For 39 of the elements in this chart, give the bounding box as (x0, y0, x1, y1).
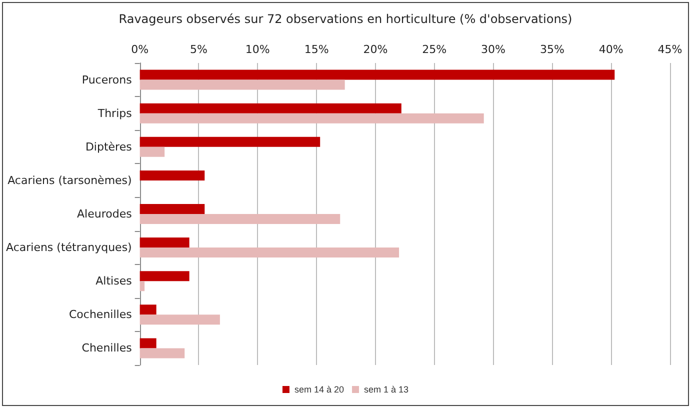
bar (140, 348, 185, 358)
y-tick-label: Chenilles (82, 342, 132, 355)
x-tick-label: 5% (190, 43, 208, 56)
y-tick-label: Pucerons (82, 73, 132, 86)
y-tick-label: Aleurodes (77, 208, 132, 220)
bar (140, 271, 190, 282)
x-tick-label: 15% (304, 43, 329, 56)
x-tick-label: 10% (245, 43, 270, 56)
bar (140, 103, 402, 114)
bar (140, 214, 340, 224)
bar (140, 80, 345, 90)
bar (140, 204, 205, 214)
x-tick-label: 35% (540, 43, 564, 56)
bar (140, 304, 156, 315)
bar (140, 338, 156, 348)
x-tick-label: 45% (658, 43, 682, 56)
x-tick-label: 25% (422, 43, 447, 56)
x-tick-label: 20% (363, 43, 388, 56)
legend-label: sem 14 à 20 (294, 384, 344, 394)
bar (140, 113, 484, 124)
bar (140, 238, 190, 248)
bar (140, 314, 220, 325)
bar (140, 146, 165, 157)
chart-title: Ravageurs observés sur 72 observations en horticulture (% d'observations) (118, 12, 572, 26)
y-tick-label: Diptères (85, 140, 132, 154)
bar (140, 248, 400, 258)
y-tick-label: Cochenilles (68, 308, 132, 322)
bar (140, 70, 615, 80)
bar (140, 170, 205, 180)
legend-label: sem 1 à 13 (364, 384, 409, 394)
y-tick-label: Altises (96, 274, 132, 288)
x-tick-label: 0% (131, 43, 149, 56)
y-tick-label: Acariens (tétranyques) (6, 241, 132, 254)
bar (140, 281, 145, 292)
y-tick-label: Acariens (tarsonèmes) (8, 174, 132, 187)
x-tick-label: 40% (598, 43, 624, 56)
x-tick-label: 30% (481, 43, 506, 56)
y-tick-label: Thrips (96, 106, 132, 120)
bar (140, 136, 320, 147)
